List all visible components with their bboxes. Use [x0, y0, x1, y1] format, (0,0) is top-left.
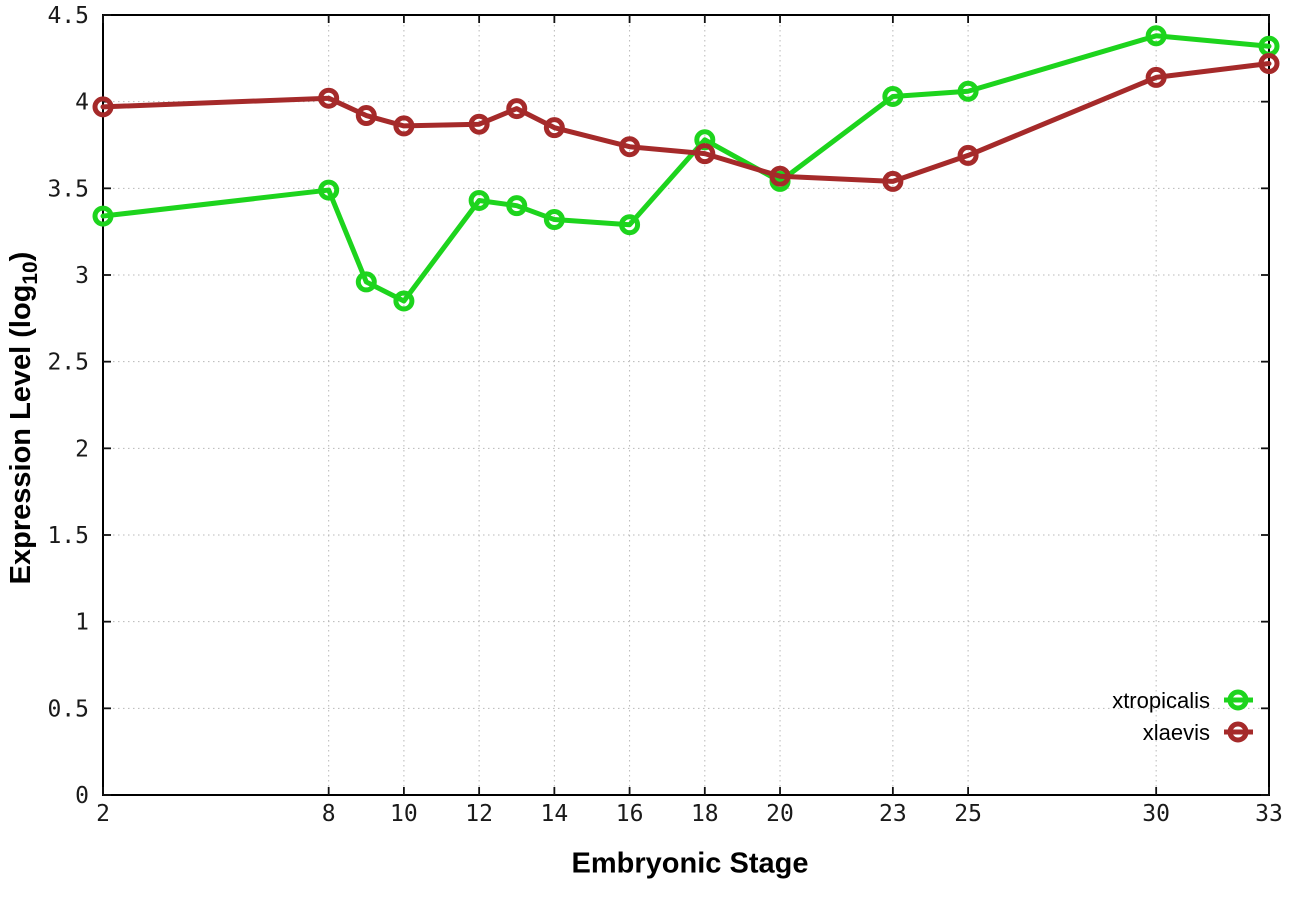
data-point-xlaevis [1145, 66, 1167, 88]
x-tick-label: 8 [322, 801, 336, 827]
data-point-xlaevis [355, 105, 377, 127]
data-point-xtropicalis [355, 271, 377, 293]
y-tick-label: 0.5 [47, 696, 89, 722]
y-axis-title: Expression Level (log10) [5, 252, 43, 585]
y-tick-label: 2 [75, 436, 89, 462]
plot-border [102, 14, 1270, 796]
y-axis-title-text: Expression Level (log [5, 284, 38, 585]
data-point-xlaevis [318, 87, 340, 109]
y-axis-title-suffix: ) [5, 251, 38, 262]
y-tick-label: 4 [75, 90, 89, 116]
data-point-xlaevis [882, 170, 904, 192]
x-tick-label: 20 [766, 801, 794, 827]
y-tick-label: 1.5 [47, 523, 89, 549]
data-point-xlaevis [694, 143, 716, 165]
data-point-xtropicalis [506, 195, 528, 217]
x-tick-label: 16 [616, 801, 644, 827]
x-tick-label: 14 [541, 801, 569, 827]
x-tick-label: 2 [96, 801, 110, 827]
data-point-xlaevis [769, 165, 791, 187]
x-tick-label: 12 [465, 801, 493, 827]
data-point-xlaevis [468, 113, 490, 135]
data-point-xtropicalis [1145, 25, 1167, 47]
data-point-xtropicalis [393, 290, 415, 312]
data-point-xlaevis [1258, 53, 1280, 75]
data-point-xlaevis [506, 98, 528, 120]
y-tick-label: 2.5 [47, 350, 89, 376]
y-tick-label: 3 [75, 263, 89, 289]
data-point-xlaevis [619, 136, 641, 158]
data-point-xlaevis [543, 117, 565, 139]
series-line-xtropicalis [100, 33, 1272, 304]
x-tick-label: 18 [691, 801, 719, 827]
data-point-xtropicalis [468, 189, 490, 211]
y-tick-label: 3.5 [47, 176, 89, 202]
x-axis-title: Embryonic Stage [571, 847, 809, 880]
legend-label-xtropicalis: xtropicalis [1112, 688, 1210, 713]
x-tick-label: 23 [879, 801, 907, 827]
data-point-xtropicalis [318, 179, 340, 201]
legend-label-xlaevis: xlaevis [1143, 720, 1210, 745]
x-tick-label: 25 [954, 801, 982, 827]
y-tick-label: 1 [75, 610, 89, 636]
data-point-xlaevis [92, 96, 114, 118]
x-tick-label: 30 [1142, 801, 1170, 827]
data-point-xtropicalis [543, 209, 565, 231]
data-point-xtropicalis [957, 80, 979, 102]
legend-marker-circle-xtropicalis [1227, 689, 1249, 711]
data-point-xlaevis [393, 115, 415, 137]
x-tick-label: 10 [390, 801, 418, 827]
data-point-xtropicalis [92, 205, 114, 227]
legend-marker-circle-xlaevis [1227, 721, 1249, 743]
y-tick-label: 0 [75, 783, 89, 809]
y-axis-title-subscript: 10 [18, 261, 42, 285]
data-point-xlaevis [957, 144, 979, 166]
x-tick-label: 33 [1255, 801, 1283, 827]
data-point-xtropicalis [882, 85, 904, 107]
data-point-xtropicalis [619, 214, 641, 236]
y-tick-label: 4.5 [47, 3, 89, 29]
